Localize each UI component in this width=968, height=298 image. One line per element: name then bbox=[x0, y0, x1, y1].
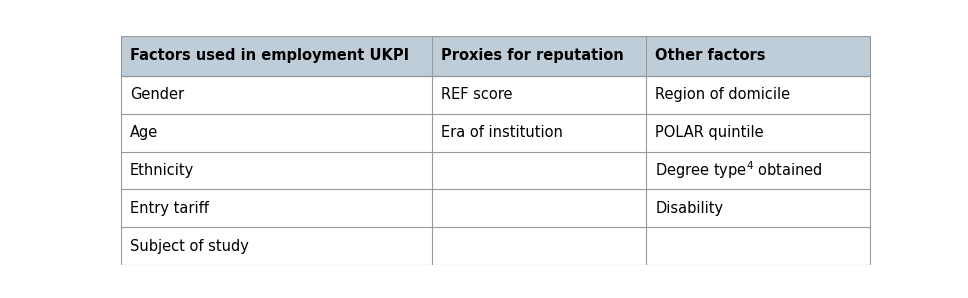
Text: Disability: Disability bbox=[655, 201, 723, 216]
Text: REF score: REF score bbox=[441, 87, 513, 102]
Bar bbox=[433, 36, 647, 76]
Bar bbox=[433, 76, 647, 114]
Bar bbox=[433, 227, 647, 265]
Bar bbox=[121, 227, 433, 265]
Bar bbox=[433, 190, 647, 227]
Text: POLAR quintile: POLAR quintile bbox=[655, 125, 764, 140]
Bar bbox=[647, 227, 871, 265]
Bar bbox=[121, 152, 433, 190]
Text: Era of institution: Era of institution bbox=[441, 125, 563, 140]
Bar bbox=[647, 76, 871, 114]
Text: Degree type$^4$ obtained: Degree type$^4$ obtained bbox=[655, 160, 823, 181]
Text: Other factors: Other factors bbox=[655, 48, 766, 63]
Bar bbox=[647, 152, 871, 190]
Bar bbox=[121, 76, 433, 114]
Text: Entry tariff: Entry tariff bbox=[130, 201, 209, 216]
Bar bbox=[647, 36, 871, 76]
Text: Region of domicile: Region of domicile bbox=[655, 87, 790, 102]
Bar bbox=[433, 152, 647, 190]
Bar bbox=[121, 190, 433, 227]
Bar bbox=[121, 36, 433, 76]
Text: Age: Age bbox=[130, 125, 158, 140]
Text: Proxies for reputation: Proxies for reputation bbox=[441, 48, 624, 63]
Bar bbox=[647, 114, 871, 152]
Text: Subject of study: Subject of study bbox=[130, 239, 249, 254]
Bar bbox=[647, 190, 871, 227]
Text: Ethnicity: Ethnicity bbox=[130, 163, 195, 178]
Bar bbox=[433, 114, 647, 152]
Text: Factors used in employment UKPI: Factors used in employment UKPI bbox=[130, 48, 409, 63]
Bar bbox=[121, 114, 433, 152]
Text: Gender: Gender bbox=[130, 87, 184, 102]
